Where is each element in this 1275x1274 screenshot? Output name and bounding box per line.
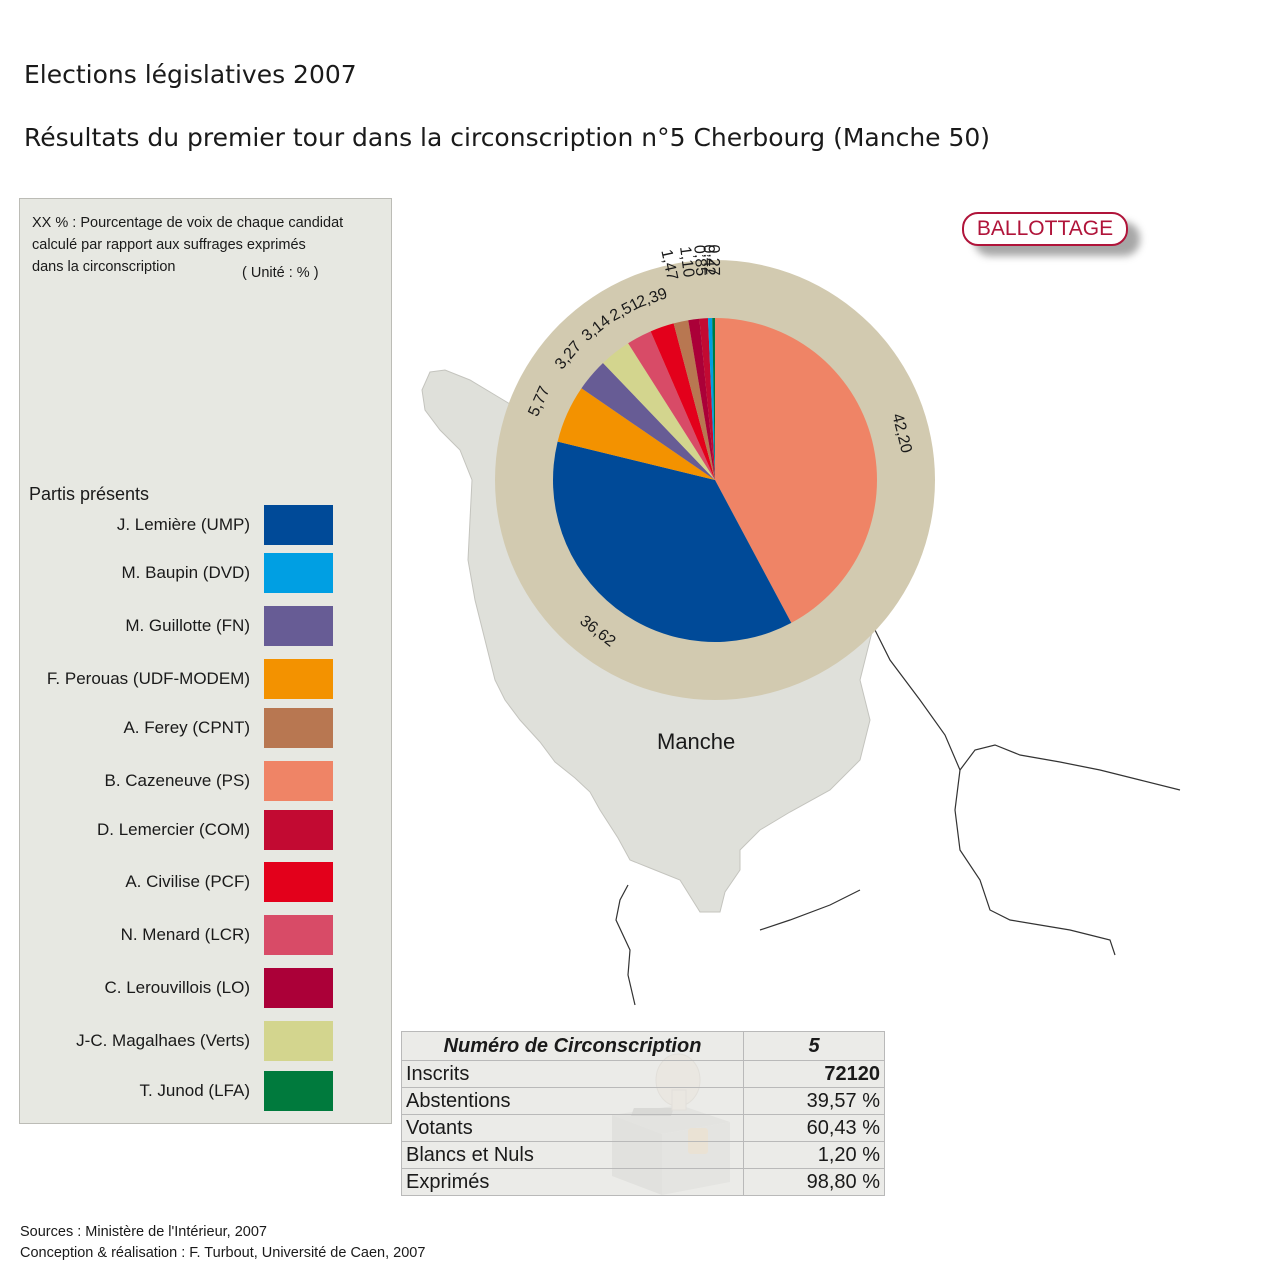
legend-swatch xyxy=(264,761,333,801)
row-value: 72120 xyxy=(743,1060,885,1088)
legend-swatch xyxy=(264,606,333,646)
ballottage-badge: BALLOTTAGE xyxy=(962,212,1128,246)
row-value: 39,57 % xyxy=(743,1087,885,1115)
page-subtitle: Résultats du premier tour dans la circon… xyxy=(24,123,991,152)
row-label: Votants xyxy=(401,1114,744,1142)
coastline xyxy=(844,579,1181,791)
note-line: dans la circonscription xyxy=(32,259,176,275)
legend-swatch xyxy=(264,1071,333,1111)
table-row: Inscrits 72120 xyxy=(401,1060,885,1088)
coastline xyxy=(954,769,1116,956)
legend-label: J. Lemière (UMP) xyxy=(116,515,250,534)
pie-slice xyxy=(688,318,715,480)
note-unit: ( Unité : % ) xyxy=(242,265,319,281)
pie-slice xyxy=(581,362,715,480)
slice-label: 1,47 xyxy=(657,248,680,282)
legend-swatch xyxy=(264,810,333,850)
row-label: Exprimés xyxy=(401,1168,744,1196)
table-header-row: Numéro de Circonscription 5 xyxy=(401,1031,885,1061)
table-row: Abstentions 39,57 % xyxy=(401,1087,885,1115)
pie-slice xyxy=(699,318,715,480)
legend-label: B. Cazeneuve (PS) xyxy=(104,771,250,790)
row-value: 60,43 % xyxy=(743,1114,885,1142)
legend-title: Partis présents xyxy=(29,484,150,504)
pie-slice xyxy=(707,318,715,480)
legend-label: N. Menard (LCR) xyxy=(120,925,250,944)
header-value: 5 xyxy=(743,1031,885,1061)
legend-swatch xyxy=(264,968,333,1008)
legend-label: A. Civilise (PCF) xyxy=(125,872,250,891)
pie-slice xyxy=(715,318,877,623)
slice-label: 0,42 xyxy=(700,244,718,276)
table-row: Exprimés 98,80 % xyxy=(401,1168,885,1196)
slice-label: 0,85 xyxy=(690,244,709,276)
row-label: Abstentions xyxy=(401,1087,744,1115)
coastline xyxy=(759,889,861,931)
legend-label: T. Junod (LFA) xyxy=(139,1081,250,1100)
pie-slice xyxy=(628,331,715,480)
page-title: Elections législatives 2007 xyxy=(24,60,357,89)
legend-swatch xyxy=(264,1021,333,1061)
legend-label: M. Guillotte (FN) xyxy=(125,616,250,635)
footer-credits: Conception & réalisation : F. Turbout, U… xyxy=(20,1245,426,1261)
row-value: 1,20 % xyxy=(743,1141,885,1169)
legend-label: A. Ferey (CPNT) xyxy=(123,718,250,737)
pie-slice xyxy=(552,441,792,642)
table-row: Votants 60,43 % xyxy=(401,1114,885,1142)
row-label: Blancs et Nuls xyxy=(401,1141,744,1169)
legend-label: C. Lerouvillois (LO) xyxy=(104,978,251,997)
legend-panel: XX % : Pourcentage de voix de chaque can… xyxy=(19,198,392,1124)
note-line: calculé par rapport aux suffrages exprim… xyxy=(32,237,306,253)
pie-slice xyxy=(603,343,715,480)
note-line: XX % : Pourcentage de voix de chaque can… xyxy=(32,215,344,231)
footer-sources: Sources : Ministère de l'Intérieur, 2007 xyxy=(20,1224,267,1240)
legend-label: F. Perouas (UDF-MODEM) xyxy=(46,669,250,688)
legend-label: D. Lemercier (COM) xyxy=(96,820,250,839)
legend-swatch xyxy=(264,505,333,545)
map-label: Manche xyxy=(657,729,736,754)
legend-label: M. Baupin (DVD) xyxy=(121,563,250,582)
pie-slice xyxy=(557,388,715,480)
legend-swatch xyxy=(264,862,333,902)
row-label: Inscrits xyxy=(401,1060,744,1088)
legend-swatch xyxy=(264,659,333,699)
legend-label: J-C. Magalhaes (Verts) xyxy=(76,1031,250,1050)
stats-table: Numéro de Circonscription 5 Inscrits 721… xyxy=(401,1031,885,1196)
slice-label: 1,10 xyxy=(676,245,697,278)
pie-slice xyxy=(673,320,715,480)
legend-swatch xyxy=(264,553,333,593)
coastline xyxy=(615,884,636,1006)
slice-label: 0,27 xyxy=(705,244,722,275)
pie-slice xyxy=(650,323,715,480)
pie-slice xyxy=(712,318,715,480)
legend-swatch xyxy=(264,708,333,748)
header-label: Numéro de Circonscription xyxy=(401,1031,744,1061)
table-row: Blancs et Nuls 1,20 % xyxy=(401,1141,885,1169)
row-value: 98,80 % xyxy=(743,1168,885,1196)
legend-swatch xyxy=(264,915,333,955)
